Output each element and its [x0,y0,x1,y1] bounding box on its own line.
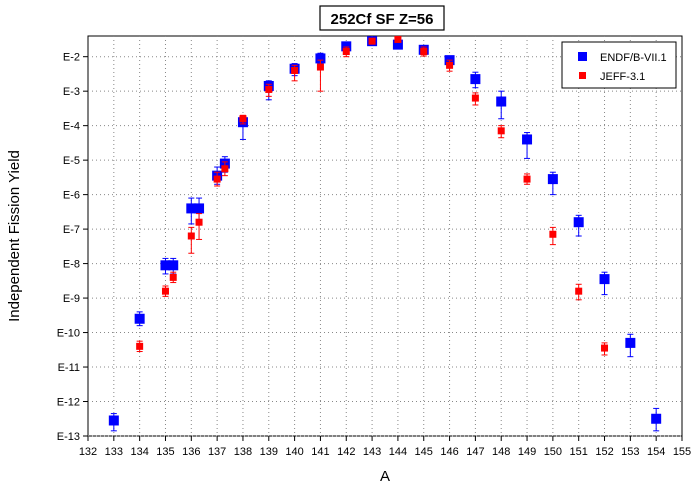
x-tick-label: 141 [311,446,329,458]
x-tick-label: 139 [260,446,278,458]
data-point [315,53,326,64]
x-tick-label: 148 [492,446,510,458]
plot-area [87,35,683,437]
data-point [239,115,247,123]
data-point [265,85,273,93]
x-tick-label: 154 [647,446,665,458]
y-tick-label: E-4 [63,121,80,133]
data-point [599,274,610,285]
x-tick-label: 145 [415,446,433,458]
x-tick-label: 135 [156,446,174,458]
data-point [341,41,352,52]
data-point [108,415,119,426]
y-tick-label: E-7 [63,224,80,236]
legend: ENDF/B-VII.1 JEFF-3.1 [561,41,677,89]
x-tick-label: 147 [466,446,484,458]
y-tick-label: E-3 [63,86,80,98]
data-point [446,61,454,69]
y-axis-label: Independent Fission Yield [6,150,23,322]
data-point [136,342,144,350]
data-point [186,203,197,214]
x-tick-label: 144 [389,446,407,458]
legend-box [561,41,677,89]
x-tick-label: 137 [208,446,226,458]
series-jeff [136,35,609,356]
data-point [161,287,169,295]
data-point [134,313,145,324]
x-axis-ticks: 132 133 134 135 136 137 138 139 140 141 142 143 144 1… [79,436,691,458]
x-tick-label: 134 [130,446,148,458]
data-point [523,175,531,183]
x-tick-label: 150 [544,446,562,458]
data-point [168,260,179,271]
data-point [575,287,583,295]
y-tick-label: E-12 [57,397,80,409]
legend-label-jeff: JEFF-3.1 [600,71,645,83]
title-box [319,5,445,31]
data-point [420,48,428,56]
data-point [392,39,403,50]
data-point [195,218,203,226]
data-point [342,48,350,56]
x-tick-label: 146 [440,446,458,458]
data-point [194,203,205,214]
y-tick-label: E-6 [63,190,80,202]
x-tick-label: 142 [337,446,355,458]
x-tick-label: 155 [673,446,691,458]
data-point [221,165,229,173]
y-tick-label: E-8 [63,259,80,271]
y-tick-label: E-13 [57,431,80,443]
data-point [316,63,324,71]
data-point [187,232,195,240]
data-point [547,174,558,185]
legend-marker-jeff [579,72,586,79]
x-tick-label: 149 [518,446,536,458]
data-point [169,273,177,281]
x-tick-label: 143 [363,446,381,458]
x-tick-label: 153 [621,446,639,458]
data-point [625,337,636,348]
x-tick-label: 140 [285,446,303,458]
data-point [496,96,507,107]
x-tick-label: 133 [105,446,123,458]
legend-label-endf: ENDF/B-VII.1 [600,52,667,64]
x-axis-label: A [380,468,390,485]
y-axis-ticks: E-2 E-3 E-4 E-5 E-6 E-7 E-8 E-9 E-10 E-11 E-12 E-13 [57,52,88,443]
data-series [108,35,662,432]
x-tick-label: 152 [595,446,613,458]
data-point [471,94,479,102]
x-tick-label: 138 [234,446,252,458]
data-point [573,217,584,228]
y-tick-label: E-11 [58,362,80,374]
data-point [213,175,221,183]
data-point [497,127,505,135]
y-tick-label: E-9 [63,293,80,305]
data-point [601,344,609,352]
data-point [291,66,299,74]
data-point [394,35,402,43]
data-point [470,74,481,85]
legend-marker-endf [578,52,587,61]
data-point [368,37,376,45]
chart-title: 252Cf SF Z=56 [331,11,434,28]
data-point [651,413,662,424]
data-point [160,260,171,271]
data-point [549,230,557,238]
x-tick-label: 132 [79,446,97,458]
x-tick-label: 136 [182,446,200,458]
y-tick-label: E-5 [63,155,80,167]
y-tick-label: E-10 [57,328,80,340]
y-tick-label: E-2 [63,52,80,64]
x-tick-label: 151 [570,446,588,458]
data-point [522,134,533,145]
